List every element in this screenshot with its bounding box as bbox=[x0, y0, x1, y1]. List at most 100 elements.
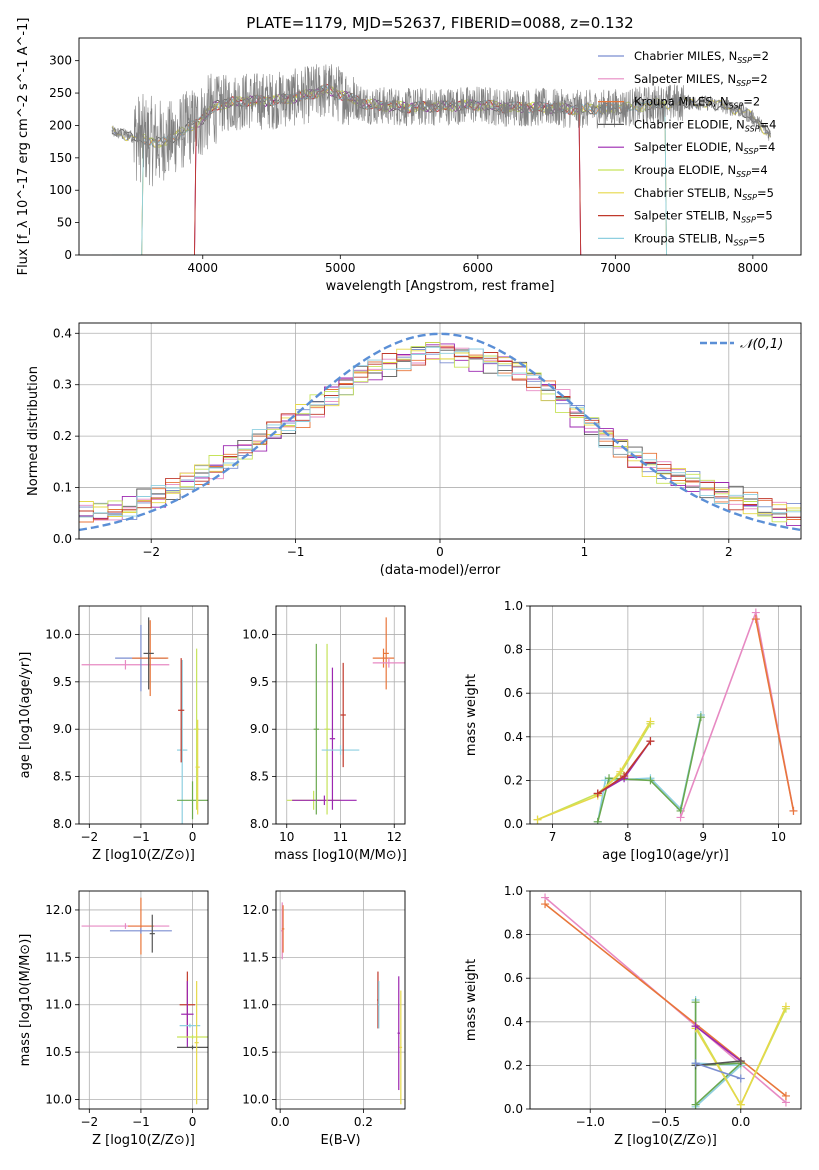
y-tick-label: 11.0 bbox=[45, 998, 72, 1012]
data-point-marker bbox=[691, 1022, 700, 1031]
x-tick-label: 10 bbox=[771, 830, 786, 844]
x-tick-label: −2 bbox=[142, 545, 160, 559]
massweight_vs_z-panel: −1.0 −0.5 0.0 0.0 0.2 0.4 0.6 0.8 1.0 Z [log10(Z/… bbox=[464, 884, 802, 1148]
y-tick-label: 300 bbox=[49, 54, 72, 68]
y-tick-label: 8.0 bbox=[53, 817, 72, 831]
data-point-marker bbox=[781, 1091, 790, 1100]
y-axis-label: mass weight bbox=[464, 674, 479, 756]
y-tick-label: 8.0 bbox=[250, 817, 269, 831]
axes-frame bbox=[275, 890, 406, 1110]
axes-frame bbox=[78, 890, 209, 1110]
legend-label: Kroupa STELIB, NSSP=5 bbox=[634, 231, 765, 247]
x-tick-label: 0.0 bbox=[271, 1115, 290, 1129]
y-tick-label: 0.4 bbox=[53, 326, 72, 340]
massweight_vs_age-panel: 7 8 9 10 0.0 0.2 0.4 0.6 0.8 1.0 age [log10(age/yr… bbox=[464, 599, 802, 863]
legend-label: 𝒩(0,1) bbox=[740, 337, 783, 352]
axes-frame bbox=[529, 605, 802, 825]
observed-spectrum-line bbox=[111, 64, 771, 187]
axes-frame bbox=[275, 605, 406, 825]
x-axis-label: Z [log10(Z/Z⊙)] bbox=[92, 1133, 195, 1148]
legend-label: Salpeter ELODIE, NSSP=4 bbox=[634, 140, 775, 156]
data-point-marker bbox=[593, 789, 602, 798]
data-point-marker bbox=[593, 817, 602, 824]
legend-label: Salpeter STELIB, NSSP=5 bbox=[634, 209, 773, 225]
y-tick-label: 0.6 bbox=[504, 686, 523, 700]
data-point-marker bbox=[736, 1074, 745, 1083]
y-tick-label: 10.0 bbox=[242, 1093, 269, 1107]
y-tick-label: 0.8 bbox=[504, 643, 523, 657]
legend-label: Chabrier ELODIE, NSSP=4 bbox=[634, 117, 776, 133]
y-tick-label: 8.5 bbox=[250, 770, 269, 784]
x-tick-label: 0.0 bbox=[731, 1115, 750, 1129]
y-tick-label: 0.8 bbox=[504, 928, 523, 942]
y-tick-label: 11.0 bbox=[242, 998, 269, 1012]
data-point-marker bbox=[691, 1059, 700, 1068]
massweight_vs_z-plot-area bbox=[541, 893, 790, 1109]
y-tick-label: 9.0 bbox=[250, 722, 269, 736]
data-point-marker bbox=[691, 998, 700, 1007]
y-tick-label: 0.0 bbox=[504, 1102, 523, 1116]
x-tick-label: 0.2 bbox=[354, 1115, 373, 1129]
y-tick-label: 11.5 bbox=[242, 950, 269, 964]
series-line bbox=[544, 903, 787, 1097]
y-tick-label: 1.0 bbox=[504, 884, 523, 898]
spectrum-legend: Chabrier MILES, NSSP=2 Salpeter MILES, NS… bbox=[598, 49, 776, 247]
data-point-marker bbox=[646, 737, 655, 746]
residual-histogram bbox=[79, 346, 801, 518]
data-point-marker bbox=[781, 1002, 790, 1011]
data-point-marker bbox=[736, 1057, 745, 1066]
legend-label: Chabrier STELIB, NSSP=5 bbox=[634, 186, 774, 202]
y-tick-label: 11.5 bbox=[45, 950, 72, 964]
y-tick-label: 10.0 bbox=[45, 1093, 72, 1107]
y-tick-label: 10.5 bbox=[242, 1045, 269, 1059]
y-tick-label: 10.5 bbox=[45, 1045, 72, 1059]
y-tick-label: 12.0 bbox=[242, 903, 269, 917]
data-point-marker bbox=[533, 815, 542, 824]
y-tick-label: 0.3 bbox=[53, 378, 72, 392]
series-line bbox=[695, 1062, 742, 1080]
data-point-marker bbox=[605, 774, 614, 783]
y-axis-label: age [log10(age/yr)] bbox=[18, 652, 33, 779]
age_vs_z-plot-area bbox=[81, 617, 208, 824]
y-tick-label: 250 bbox=[49, 86, 72, 100]
x-axis-label: Z [log10(Z/Z⊙)] bbox=[614, 1133, 717, 1148]
mass_vs_z-plot-area bbox=[81, 897, 208, 1105]
y-tick-label: 12.0 bbox=[45, 903, 72, 917]
x-axis-label: Z [log10(Z/Z⊙)] bbox=[92, 848, 195, 863]
x-axis-label: wavelength [Angstrom, rest frame] bbox=[326, 279, 555, 294]
y-axis-label: mass weight bbox=[464, 959, 479, 1041]
residuals-panel: −2 −1 0 1 2 0.0 0.1 0.2 0.3 0.4 (data-model)/error… bbox=[26, 322, 802, 578]
age_vs_z-panel: −2 −1 0 8.0 8.5 9.0 9.5 10.0 Z [log10(Z/Z⊙)] age … bbox=[18, 605, 209, 863]
x-tick-label: 11 bbox=[333, 830, 348, 844]
y-tick-label: 9.5 bbox=[53, 675, 72, 689]
figure-title: PLATE=1179, MJD=52637, FIBERID=0088, z=0… bbox=[246, 14, 633, 32]
y-tick-label: 0.0 bbox=[53, 532, 72, 546]
mass_vs_ebv-plot-area bbox=[280, 902, 403, 1105]
x-tick-label: 6000 bbox=[463, 261, 494, 275]
y-tick-label: 50 bbox=[57, 216, 72, 230]
axes-frame bbox=[529, 890, 802, 1110]
x-axis-label: mass [log10(M/M⊙)] bbox=[274, 848, 407, 863]
x-tick-label: 8000 bbox=[738, 261, 769, 275]
y-tick-label: 0.6 bbox=[504, 971, 523, 985]
mass_vs_ebv-panel: 0.0 0.2 10.0 10.5 11.0 11.5 12.0 E(B-V) bbox=[242, 890, 406, 1148]
data-point-marker bbox=[789, 806, 798, 815]
y-tick-label: 150 bbox=[49, 151, 72, 165]
legend-label: Kroupa MILES, NSSP=2 bbox=[634, 95, 760, 111]
x-tick-label: 5000 bbox=[325, 261, 356, 275]
x-tick-label: 7 bbox=[549, 830, 557, 844]
mass_vs_z-panel: −2 −1 0 10.0 10.5 11.0 11.5 12.0 Z [log10(Z/Z⊙)]… bbox=[18, 890, 209, 1148]
y-tick-label: 0 bbox=[64, 248, 72, 262]
data-point-marker bbox=[541, 900, 550, 909]
normal-distribution-curve bbox=[79, 332, 801, 532]
y-tick-label: 0.2 bbox=[504, 1058, 523, 1072]
x-tick-label: 0 bbox=[189, 1115, 197, 1129]
data-point-marker bbox=[751, 615, 760, 624]
y-tick-label: 1.0 bbox=[504, 599, 523, 613]
data-point-marker bbox=[691, 1100, 700, 1109]
data-point-marker bbox=[676, 813, 685, 822]
x-axis-label: age [log10(age/yr)] bbox=[602, 848, 729, 863]
x-tick-label: −0.5 bbox=[651, 1115, 680, 1129]
x-tick-label: 12 bbox=[387, 830, 402, 844]
series-line bbox=[537, 723, 652, 821]
